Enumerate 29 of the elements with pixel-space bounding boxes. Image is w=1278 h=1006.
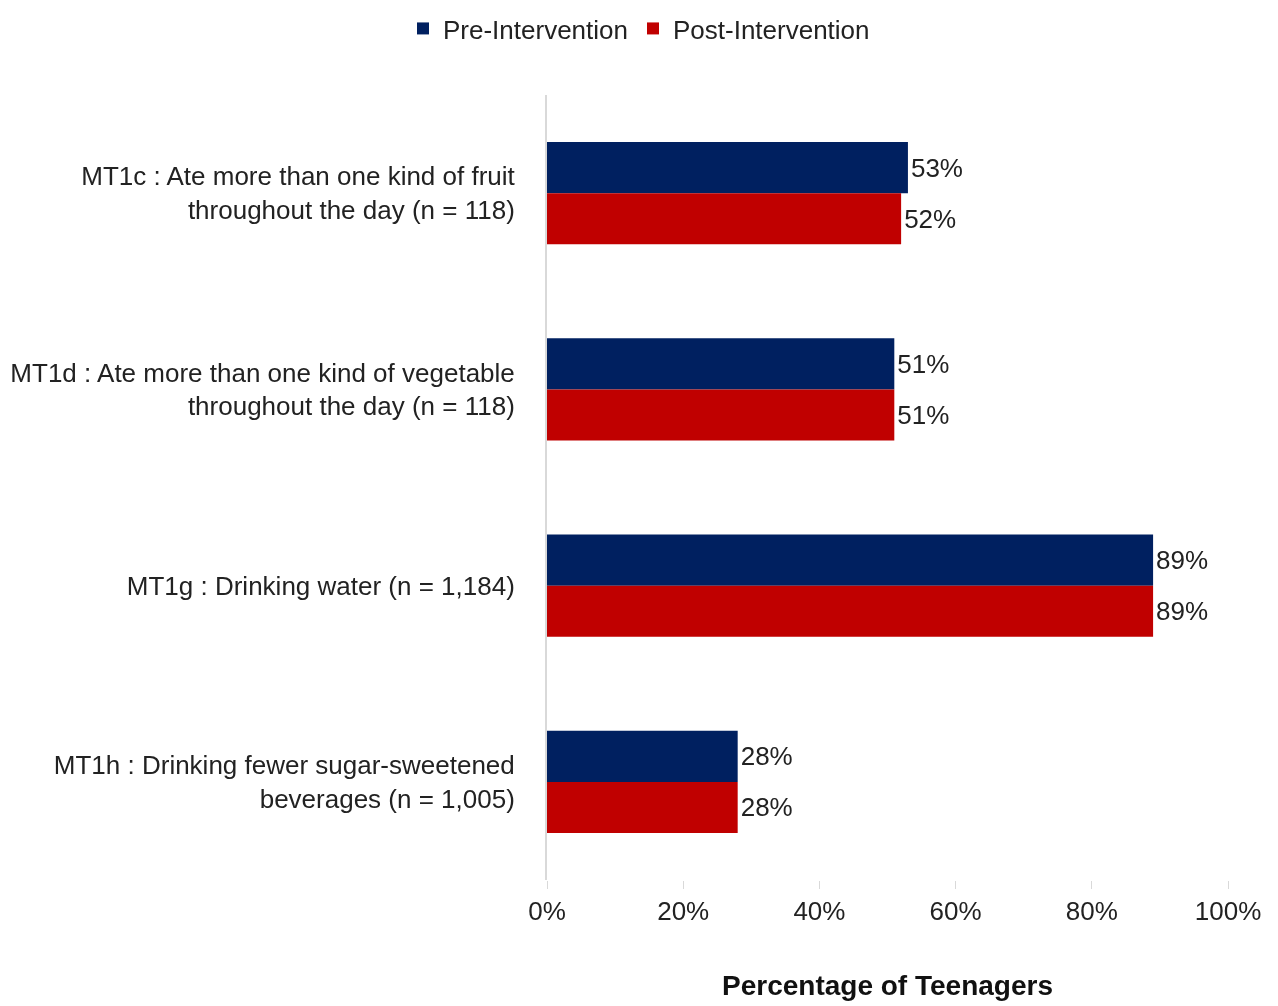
x-tick-label: 40% — [793, 896, 846, 927]
bar — [547, 781, 738, 833]
x-axis-title: Percentage of Teenagers — [722, 970, 1053, 1002]
x-tick-label: 20% — [657, 896, 710, 927]
y-tick-label: MT1c : Ate more than one kind of fruit throughout the day (n = 118) — [81, 161, 516, 226]
y-tick-label: MT1g : Drinking water (n = 1,184) — [126, 570, 515, 601]
y-tick-label: MT1h : Drinking fewer sugar-sweetened beverages (n = 1,005) — [53, 750, 515, 814]
data-label: 53% — [910, 152, 963, 183]
bar — [547, 142, 908, 194]
data-label: 52% — [904, 203, 957, 234]
data-label: 89% — [1156, 596, 1209, 627]
data-label: 28% — [740, 792, 793, 823]
data-label: 89% — [1156, 545, 1209, 576]
bar — [547, 534, 1154, 586]
bar — [547, 389, 895, 441]
bar — [547, 730, 738, 782]
x-tick-label: 0% — [528, 896, 566, 927]
x-tick-label: 60% — [929, 896, 982, 927]
bar — [547, 338, 895, 390]
bar — [547, 585, 1154, 637]
bar — [547, 193, 902, 245]
data-label: 51% — [897, 348, 950, 379]
data-label: 28% — [740, 741, 793, 772]
y-tick-label: MT1d : Ate more than one kind of vegetable throughout the day (n = 118) — [10, 357, 515, 422]
x-tick-label: 100% — [1194, 896, 1262, 927]
x-tick-label: 80% — [1065, 896, 1118, 927]
legend-label: Pre-Intervention — [443, 14, 628, 45]
data-label: 51% — [897, 399, 950, 430]
legend-label: Post-Intervention — [672, 14, 870, 45]
